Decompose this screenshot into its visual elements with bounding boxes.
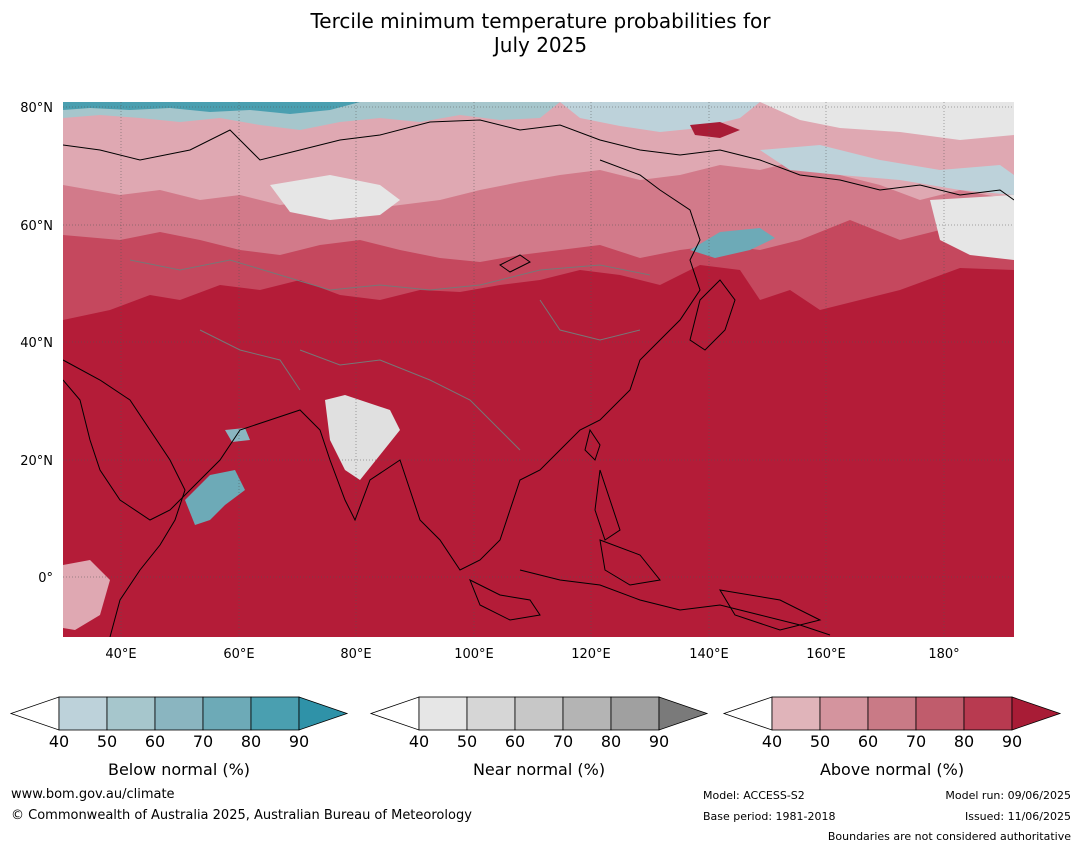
lon-label-40e: 40°E <box>105 647 136 662</box>
lon-label-60e: 60°E <box>223 647 254 662</box>
colorbar-near-tick: 70 <box>553 732 573 751</box>
lat-label-20n: 20°N <box>20 454 53 469</box>
colorbar-below-segment <box>154 696 204 731</box>
lat-label-60n: 60°N <box>20 219 53 234</box>
lat-label-40n: 40°N <box>20 336 53 351</box>
lat-label-0: 0° <box>38 571 53 586</box>
colorbar-near-tick: 50 <box>457 732 477 751</box>
colorbar-below-tick: 40 <box>49 732 69 751</box>
lon-label-160e: 160°E <box>806 647 846 662</box>
region-below-gulf <box>225 428 250 442</box>
colorbar-near-tick: 90 <box>649 732 669 751</box>
colorbar-below-segment <box>202 696 252 731</box>
base-period: Base period: 1981-2018 <box>703 810 836 823</box>
colorbar-near-low-extension <box>369 696 420 731</box>
model-run-date: Model run: 09/06/2025 <box>945 789 1071 802</box>
colorbar-below-tick: 60 <box>145 732 165 751</box>
colorbar-below-segment <box>58 696 108 731</box>
colorbar-below-segment <box>106 696 156 731</box>
colorbar-above-tick: 60 <box>858 732 878 751</box>
title-line-1: Tercile minimum temperature probabilitie… <box>310 9 771 33</box>
title-line-2: July 2025 <box>493 33 588 57</box>
colorbar-above-normal: 40 50 60 70 80 90 Above normal (%) <box>722 696 1062 779</box>
colorbar-above-segment <box>771 696 821 731</box>
colorbar-above-segment <box>819 696 869 731</box>
region-near-east-arctic <box>760 102 1014 140</box>
colorbar-near-segment <box>418 696 468 731</box>
boundaries-disclaimer: Boundaries are not considered authoritat… <box>827 830 1071 843</box>
region-near-normal-siberia <box>270 175 400 220</box>
colorbar-near-segment <box>610 696 660 731</box>
colorbar-below-normal: 40 50 60 70 80 90 Below normal (%) <box>9 696 349 779</box>
region-near-normal-india <box>325 395 400 480</box>
colorbar-below-label: Below normal (%) <box>108 760 250 779</box>
region-near-bering <box>930 195 1014 260</box>
lon-label-180: 180° <box>928 647 959 662</box>
lat-label-80n: 80°N <box>20 101 53 116</box>
colorbar-near-segment <box>514 696 564 731</box>
colorbar-above-tick: 40 <box>762 732 782 751</box>
lon-label-140e: 140°E <box>689 647 729 662</box>
colorbar-near-tick: 80 <box>601 732 621 751</box>
colorbar-above-segment <box>915 696 965 731</box>
region-above-east-africa <box>63 560 110 630</box>
colorbar-near-segment <box>562 696 612 731</box>
lon-label-80e: 80°E <box>340 647 371 662</box>
colorbar-near-segment <box>466 696 516 731</box>
region-below-arabian-sea <box>185 470 245 525</box>
colorbar-near-label: Near normal (%) <box>473 760 605 779</box>
colorbar-above-segment <box>867 696 917 731</box>
colorbar-below-tick: 80 <box>241 732 261 751</box>
colorbar-below-segment <box>250 696 300 731</box>
lon-label-100e: 100°E <box>454 647 494 662</box>
website-url: www.bom.gov.au/climate <box>11 787 175 802</box>
colorbar-below-tick: 90 <box>289 732 309 751</box>
probability-map <box>63 102 1014 637</box>
colorbar-above-segment <box>963 696 1013 731</box>
region-below-okhotsk <box>690 228 775 258</box>
region-below-east-siberia <box>760 145 1014 195</box>
colorbar-above-label: Above normal (%) <box>820 760 964 779</box>
colorbar-below-tick: 70 <box>193 732 213 751</box>
colorbar-below-low-extension <box>9 696 60 731</box>
map-title: Tercile minimum temperature probabilitie… <box>0 9 1081 57</box>
colorbar-below-high-extension <box>298 696 349 731</box>
issued-date: Issued: 11/06/2025 <box>964 810 1071 823</box>
colorbar-above-tick: 70 <box>906 732 926 751</box>
colorbar-near-high-extension <box>658 696 709 731</box>
colorbar-near-tick: 60 <box>505 732 525 751</box>
coastlines <box>63 119 1014 637</box>
colorbar-below-tick: 50 <box>97 732 117 751</box>
colorbar-above-low-extension <box>722 696 773 731</box>
lon-label-120e: 120°E <box>571 647 611 662</box>
colorbar-above-high-extension <box>1011 696 1062 731</box>
colorbar-above-tick: 50 <box>810 732 830 751</box>
model-name: Model: ACCESS-S2 <box>703 789 805 802</box>
region-below-arctic-strong <box>63 102 360 114</box>
country-borders <box>129 259 651 451</box>
copyright-notice: © Commonwealth of Australia 2025, Austra… <box>11 808 472 823</box>
region-above-island <box>690 122 740 138</box>
colorbar-above-tick: 80 <box>954 732 974 751</box>
colorbar-near-normal: 40 50 60 70 80 90 Near normal (%) <box>369 696 709 779</box>
colorbar-above-tick: 90 <box>1002 732 1022 751</box>
colorbar-near-tick: 40 <box>409 732 429 751</box>
gridlines <box>63 102 1014 637</box>
